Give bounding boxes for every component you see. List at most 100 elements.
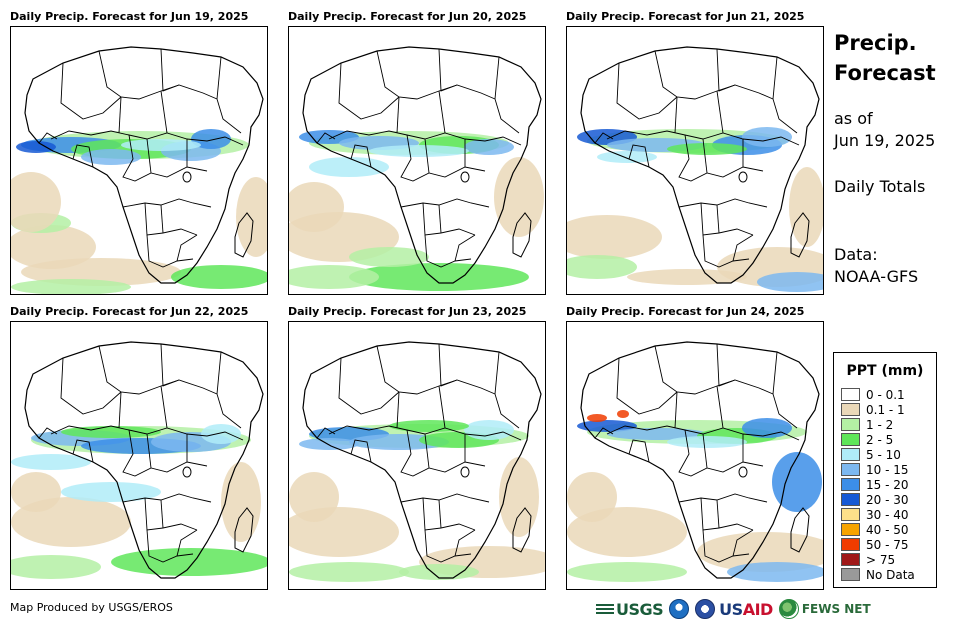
country-border	[702, 234, 750, 268]
country-border	[678, 198, 768, 208]
legend-swatch	[841, 433, 860, 446]
country-border	[122, 429, 208, 477]
country-border	[494, 56, 520, 134]
panel-title-4: Daily Precip. Forecast for Jun 22, 2025	[10, 305, 249, 318]
country-border	[316, 427, 336, 439]
precip-area	[587, 414, 607, 422]
country-border	[494, 351, 520, 429]
usgs-waves-icon	[596, 603, 614, 616]
precip-field	[11, 424, 267, 579]
country-border	[438, 343, 496, 395]
country-border	[146, 138, 152, 174]
forecast-map-jun21	[566, 26, 824, 295]
legend-swatch	[841, 448, 860, 461]
country-border	[438, 90, 446, 134]
precip-area	[567, 255, 637, 279]
precip-area	[201, 424, 241, 444]
country-border	[616, 357, 678, 415]
country-border	[772, 56, 798, 134]
country-border	[98, 345, 180, 395]
partner-logos: USGS USAID FEWS NET	[596, 598, 871, 620]
country-border	[616, 62, 678, 120]
precip-area	[11, 472, 61, 512]
legend-label: > 75	[866, 553, 896, 567]
legend-label: 1 - 2	[866, 418, 894, 432]
precip-area	[16, 141, 56, 153]
country-border	[438, 385, 446, 429]
data-label: Data:	[834, 245, 878, 264]
madagascar-outline	[512, 212, 532, 258]
country-border	[716, 343, 774, 395]
precip-area	[289, 472, 339, 522]
country-border	[176, 529, 198, 557]
country-border	[350, 144, 372, 168]
country-border	[438, 48, 496, 100]
usaid-logo: USAID	[719, 600, 773, 619]
legend-item: 40 - 50	[841, 523, 909, 538]
precip-area	[667, 436, 747, 448]
precip-area	[389, 420, 469, 432]
country-border	[716, 90, 724, 134]
precip-area	[697, 532, 823, 572]
precip-area	[299, 438, 359, 450]
legend-swatch	[841, 493, 860, 506]
country-border	[122, 198, 212, 208]
precip-field	[567, 127, 823, 292]
country-border	[350, 439, 372, 463]
country-border	[98, 50, 180, 100]
country-border	[424, 234, 472, 268]
precip-area	[577, 420, 637, 432]
country-border	[702, 433, 708, 469]
precip-area	[617, 410, 629, 418]
country-border	[144, 202, 198, 236]
country-border	[594, 427, 614, 439]
country-border	[716, 385, 724, 429]
legend-item: 50 - 75	[841, 538, 909, 553]
country-border	[424, 529, 472, 563]
legend-label: 50 - 75	[866, 538, 909, 552]
country-border	[678, 429, 764, 477]
precip-area	[11, 555, 101, 579]
country-border	[702, 529, 750, 563]
legend-item: 5 - 10	[841, 448, 901, 463]
lake-victoria	[182, 466, 192, 478]
country-border	[146, 529, 194, 563]
legend-item: No Data	[841, 568, 915, 583]
country-border	[60, 62, 122, 120]
legend-label: 5 - 10	[866, 448, 901, 462]
precip-area	[236, 177, 267, 257]
precip-area	[61, 482, 161, 502]
usgs-logo-text: USGS	[616, 599, 664, 619]
country-border	[700, 497, 754, 531]
country-border	[424, 433, 430, 469]
agency-seal-icon	[695, 599, 716, 619]
country-border	[160, 48, 218, 100]
country-border	[118, 96, 122, 134]
legend-swatch	[841, 538, 860, 551]
forecast-map-jun22	[10, 321, 268, 590]
country-border	[400, 429, 486, 477]
legend-swatch	[841, 463, 860, 476]
country-border	[160, 499, 164, 529]
precip-area	[789, 167, 823, 247]
lake-victoria	[738, 466, 748, 478]
madagascar-outline	[234, 507, 254, 553]
country-border	[38, 427, 58, 439]
precip-area	[399, 564, 479, 580]
legend-item: > 75	[841, 553, 895, 568]
legend-item: 1 - 2	[841, 418, 893, 433]
forecast-map-jun24	[566, 321, 824, 590]
country-border	[216, 351, 242, 429]
legend-item: 2 - 5	[841, 433, 893, 448]
country-border	[674, 96, 678, 134]
madagascar-outline	[790, 507, 810, 553]
legend-swatch	[841, 478, 860, 491]
legend-label: 0.1 - 1	[866, 403, 905, 417]
lake-victoria	[182, 171, 192, 183]
country-border	[654, 50, 736, 100]
country-border	[438, 499, 442, 529]
country-border	[376, 345, 458, 395]
legend-swatch	[841, 388, 860, 401]
country-border	[454, 529, 476, 557]
